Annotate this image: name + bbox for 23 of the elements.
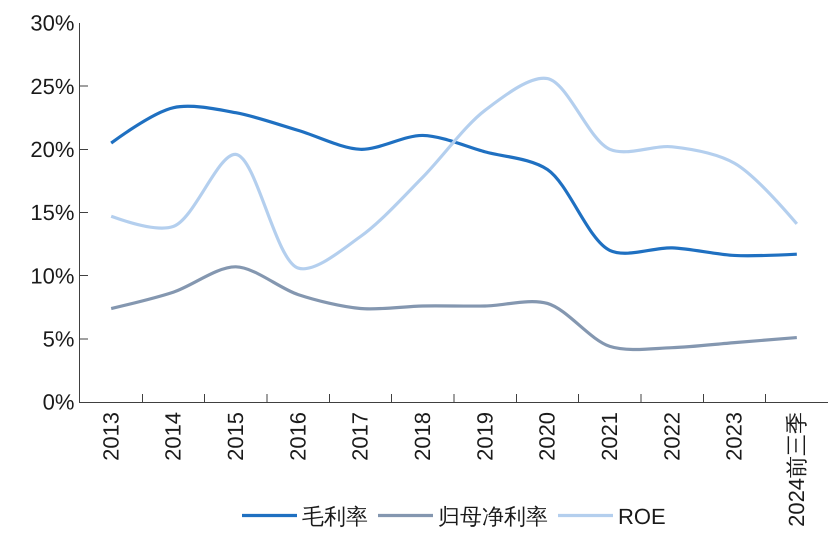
x-tick-label: 2022 (659, 412, 684, 461)
y-tick-label: 5% (42, 326, 74, 352)
x-tick-label: 2018 (410, 412, 435, 461)
x-tick-label: 2013 (98, 412, 124, 461)
line-series (110, 76, 798, 270)
y-tick-label: 25% (30, 74, 74, 99)
legend-label: ROE (618, 504, 666, 530)
legend-label: 归母净利率 (438, 504, 548, 530)
x-tick-label: 2021 (596, 412, 622, 461)
y-tick-label: 10% (30, 263, 74, 288)
x-tick-label: 2016 (285, 412, 310, 461)
legend-label: 毛利率 (302, 504, 368, 530)
x-tick-label: 2019 (472, 412, 498, 461)
x-tick-label: 2015 (222, 412, 248, 461)
y-tick-label: 15% (30, 200, 74, 226)
y-tick-label: 0% (42, 390, 74, 415)
x-tick-label: 2017 (348, 412, 373, 461)
y-tick-label: 30% (30, 10, 74, 36)
x-tick-label: 2014 (160, 412, 186, 461)
x-tick-label: 2023 (722, 412, 747, 461)
x-tick-label: 2024前三季 (784, 412, 809, 527)
x-tick-label: 2020 (534, 412, 560, 461)
y-tick-label: 20% (30, 137, 74, 162)
